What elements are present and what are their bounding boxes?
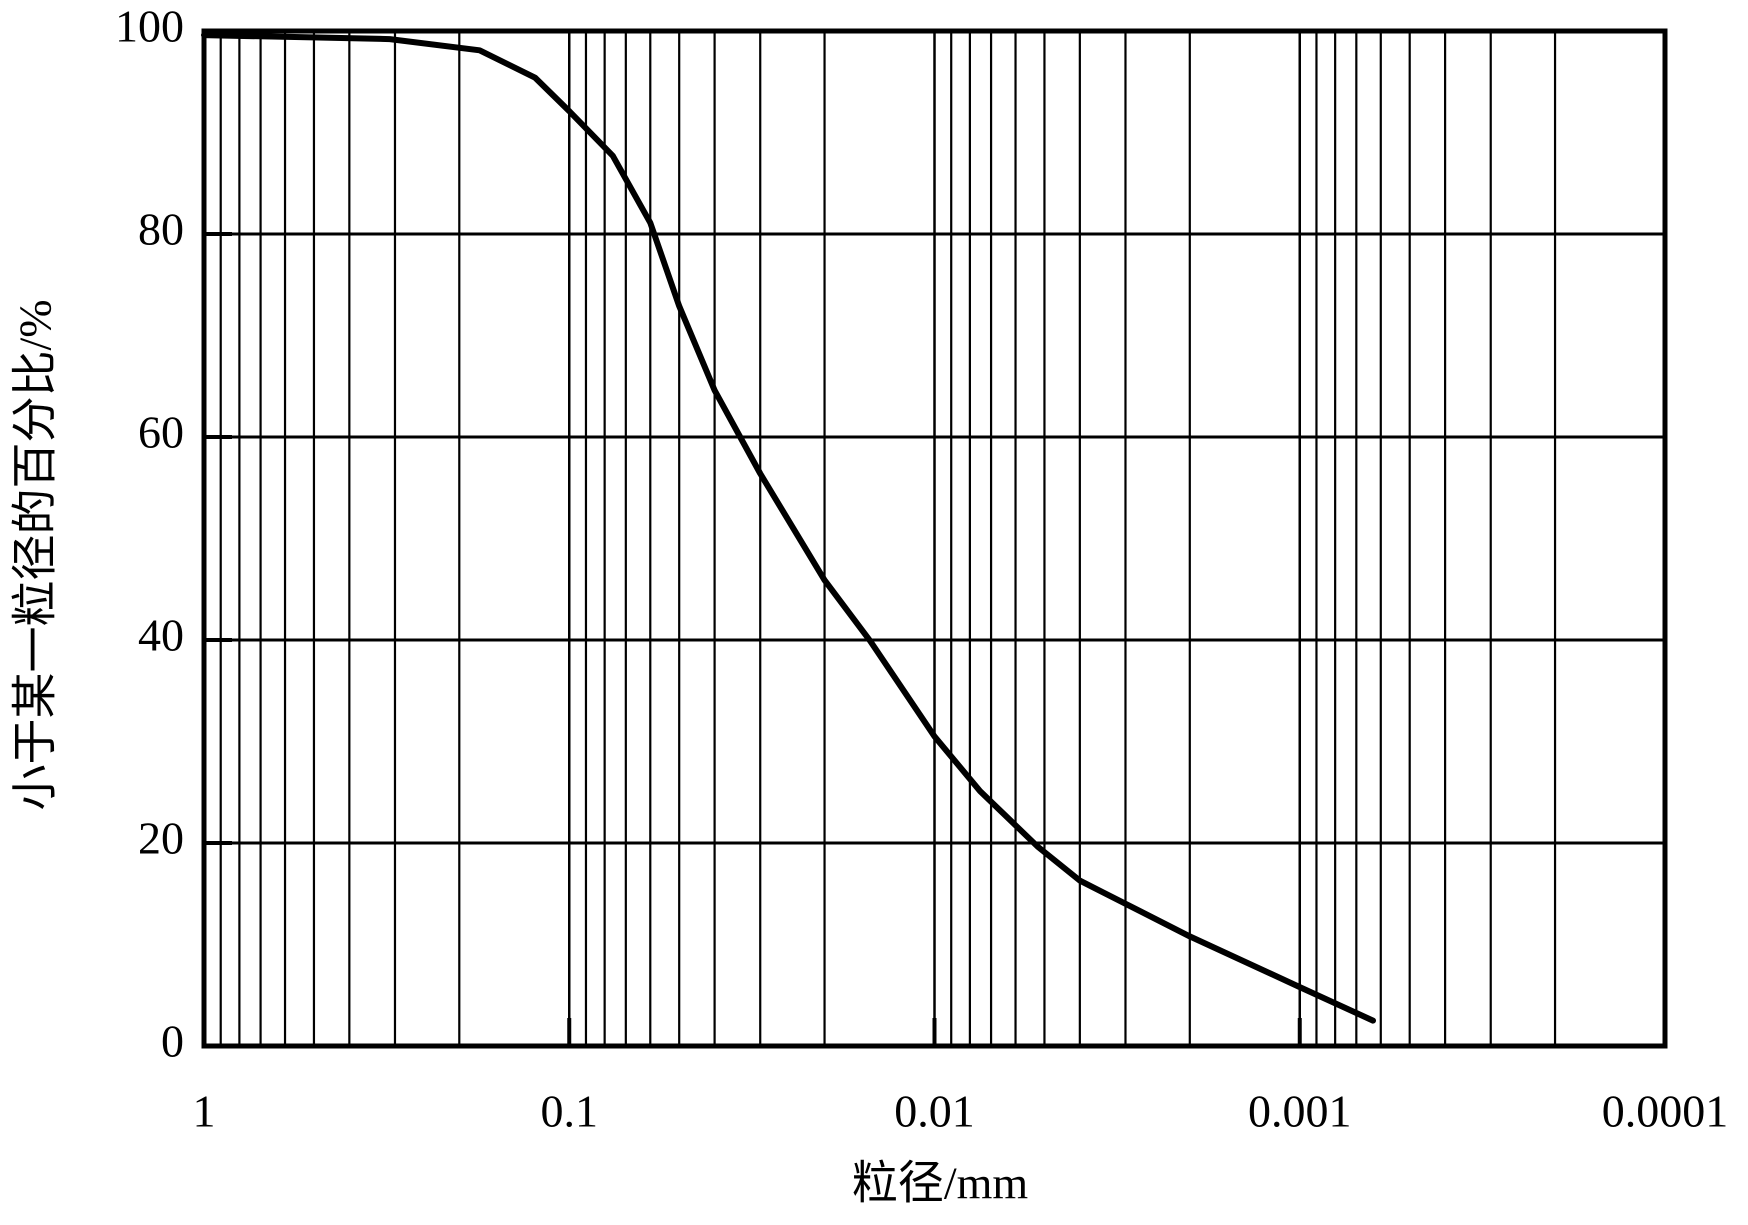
curve: [201, 32, 1376, 1024]
x-tick-label: 0.01: [894, 1086, 975, 1137]
x-axis-label: 粒径/mm: [852, 1158, 1029, 1209]
y-tick-label: 100: [115, 1, 184, 52]
y-tick-label: 60: [138, 407, 184, 458]
y-axis-label: 小于某一粒径的百分比/%: [10, 299, 61, 810]
y-tick-label: 0: [161, 1016, 184, 1067]
y-tick-label: 20: [138, 813, 184, 864]
x-tick-label: 0.1: [541, 1086, 599, 1137]
x-tick-label: 0.001: [1248, 1086, 1352, 1137]
y-tick-label: 80: [138, 204, 184, 255]
y-tick-label: 40: [138, 610, 184, 661]
x-tick-label: 1: [193, 1086, 216, 1137]
x-tick-label: 0.0001: [1602, 1086, 1729, 1137]
plot-frame: [201, 28, 1668, 1049]
